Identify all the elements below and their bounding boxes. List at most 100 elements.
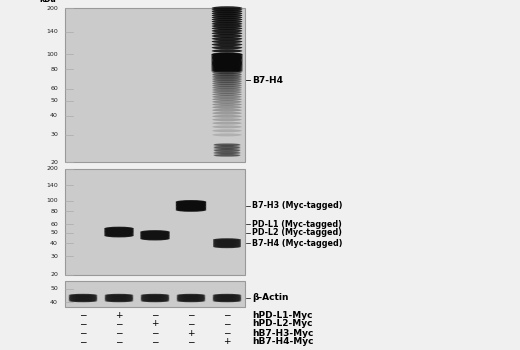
Ellipse shape [212, 40, 242, 43]
Text: 100: 100 [46, 52, 58, 57]
Ellipse shape [176, 208, 206, 212]
Ellipse shape [176, 204, 206, 208]
Ellipse shape [177, 298, 205, 301]
Ellipse shape [212, 75, 242, 78]
Ellipse shape [212, 95, 242, 98]
Text: 20: 20 [50, 160, 58, 164]
Ellipse shape [213, 244, 241, 247]
Ellipse shape [212, 112, 242, 115]
Text: 40: 40 [50, 300, 58, 305]
Text: 80: 80 [50, 209, 58, 214]
Ellipse shape [213, 299, 241, 302]
Ellipse shape [104, 233, 134, 237]
Ellipse shape [213, 295, 241, 298]
Bar [65, 281, 245, 307]
Text: +: + [223, 337, 231, 346]
Ellipse shape [176, 205, 206, 209]
Ellipse shape [214, 153, 240, 155]
Ellipse shape [212, 133, 242, 136]
Ellipse shape [211, 55, 243, 57]
Text: −: − [115, 320, 123, 329]
Ellipse shape [213, 240, 241, 243]
Ellipse shape [212, 100, 242, 103]
Ellipse shape [140, 233, 170, 237]
Ellipse shape [211, 55, 243, 58]
Ellipse shape [212, 49, 242, 53]
Text: 80: 80 [50, 67, 58, 72]
Ellipse shape [212, 73, 242, 76]
Text: −: − [223, 310, 231, 320]
Text: −: − [223, 320, 231, 329]
Ellipse shape [104, 228, 134, 232]
Ellipse shape [213, 243, 241, 246]
Text: 60: 60 [50, 222, 58, 227]
Text: −: − [151, 329, 159, 337]
Ellipse shape [104, 234, 134, 237]
Ellipse shape [105, 298, 134, 301]
Ellipse shape [212, 6, 242, 10]
Ellipse shape [214, 155, 240, 157]
Ellipse shape [211, 66, 243, 70]
Ellipse shape [213, 242, 241, 245]
Ellipse shape [176, 202, 206, 205]
Ellipse shape [105, 299, 134, 302]
Ellipse shape [212, 118, 242, 121]
Ellipse shape [212, 80, 242, 83]
Ellipse shape [211, 65, 243, 68]
Ellipse shape [140, 235, 170, 239]
Text: B7-H3 (Myc-tagged): B7-H3 (Myc-tagged) [252, 201, 343, 210]
Ellipse shape [176, 203, 206, 206]
Ellipse shape [104, 230, 134, 233]
Ellipse shape [213, 245, 241, 248]
Ellipse shape [140, 230, 170, 234]
Text: 40: 40 [50, 113, 58, 118]
Ellipse shape [140, 295, 170, 298]
Ellipse shape [211, 68, 243, 70]
Ellipse shape [212, 8, 242, 12]
Ellipse shape [211, 61, 243, 64]
Ellipse shape [69, 294, 97, 296]
Ellipse shape [211, 53, 243, 56]
Ellipse shape [176, 204, 206, 207]
Ellipse shape [176, 208, 206, 211]
Ellipse shape [212, 71, 242, 74]
Ellipse shape [104, 227, 134, 230]
Ellipse shape [140, 297, 170, 300]
Ellipse shape [212, 25, 242, 28]
Text: −: − [79, 337, 87, 346]
Ellipse shape [176, 206, 206, 209]
Ellipse shape [140, 231, 170, 234]
Ellipse shape [213, 239, 241, 242]
Text: 20: 20 [50, 273, 58, 278]
Ellipse shape [211, 62, 243, 65]
Ellipse shape [212, 103, 242, 106]
Ellipse shape [140, 237, 170, 240]
Ellipse shape [213, 298, 241, 301]
Ellipse shape [69, 295, 97, 298]
Text: hB7-H4-Myc: hB7-H4-Myc [252, 337, 314, 346]
Text: +: + [187, 329, 195, 337]
Bar [65, 169, 245, 275]
Ellipse shape [211, 56, 243, 59]
Ellipse shape [140, 296, 170, 299]
Ellipse shape [212, 84, 242, 87]
Text: hPD-L1-Myc: hPD-L1-Myc [252, 310, 313, 320]
Ellipse shape [212, 37, 242, 41]
Ellipse shape [212, 46, 242, 49]
Ellipse shape [105, 296, 134, 299]
Text: −: − [79, 329, 87, 337]
Ellipse shape [214, 151, 240, 153]
Text: 30: 30 [50, 254, 58, 259]
Ellipse shape [140, 294, 170, 296]
Ellipse shape [140, 234, 170, 238]
Ellipse shape [212, 18, 242, 21]
Ellipse shape [212, 98, 242, 101]
Ellipse shape [212, 115, 242, 118]
Ellipse shape [213, 297, 241, 300]
Ellipse shape [212, 86, 242, 89]
Text: −: − [115, 329, 123, 337]
Ellipse shape [212, 93, 242, 96]
Ellipse shape [104, 228, 134, 231]
Ellipse shape [140, 232, 170, 236]
Text: −: − [187, 320, 195, 329]
